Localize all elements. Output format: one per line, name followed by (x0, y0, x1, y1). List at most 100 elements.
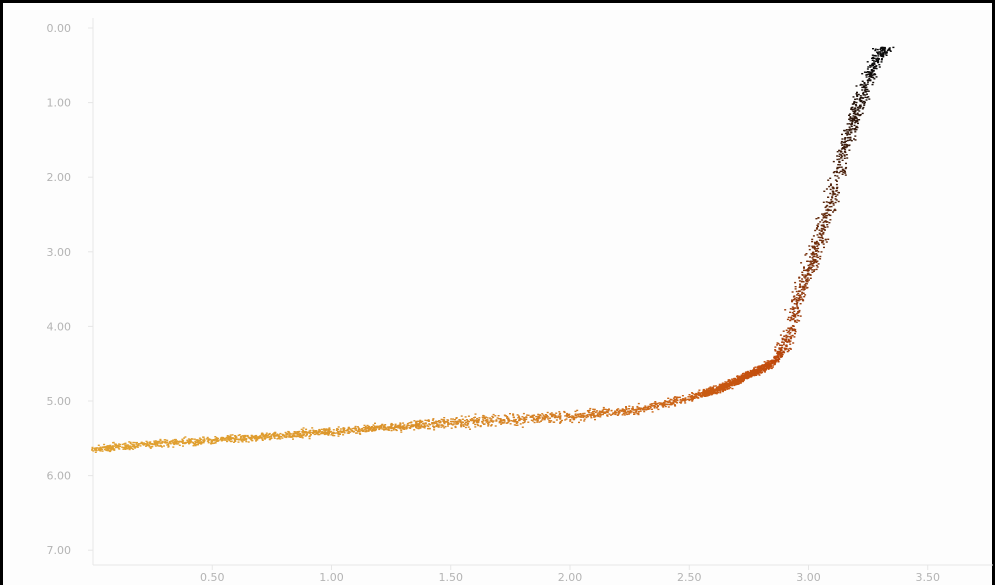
data-point (288, 434, 290, 435)
data-point (483, 415, 485, 416)
data-point (892, 47, 894, 48)
data-point (446, 419, 448, 420)
data-point (790, 348, 792, 349)
data-point (405, 428, 407, 429)
data-point (817, 223, 819, 224)
data-point (720, 389, 722, 390)
data-point (585, 417, 587, 418)
data-point (372, 429, 374, 430)
data-point (873, 67, 875, 68)
data-point (590, 415, 592, 416)
data-point (554, 414, 556, 415)
data-point (796, 291, 798, 292)
data-point (435, 423, 437, 424)
data-point (828, 222, 830, 223)
data-point (815, 243, 817, 244)
data-point (834, 210, 836, 211)
data-point (814, 230, 816, 231)
data-point (864, 91, 866, 92)
data-point (831, 206, 833, 207)
data-point (274, 434, 276, 435)
data-point (537, 414, 539, 415)
data-point (392, 424, 394, 425)
data-point (96, 450, 98, 451)
data-point (799, 286, 801, 287)
data-point (874, 73, 876, 74)
data-point (194, 441, 196, 442)
data-point (386, 428, 388, 429)
data-point (869, 66, 871, 67)
data-point (202, 440, 204, 441)
data-point (849, 130, 851, 131)
data-point (498, 418, 500, 419)
data-point (566, 413, 568, 414)
data-point (847, 137, 849, 138)
data-point (879, 49, 881, 50)
data-point (827, 226, 829, 227)
data-point (597, 414, 599, 415)
data-point (380, 425, 382, 426)
data-point (847, 123, 849, 124)
data-point (309, 435, 311, 436)
data-point (826, 224, 828, 225)
data-point (819, 237, 821, 238)
data-point (109, 445, 111, 446)
data-point (255, 435, 257, 436)
data-point (447, 425, 449, 426)
data-point (487, 425, 489, 426)
data-point (279, 433, 281, 434)
data-point (745, 373, 747, 374)
data-point (390, 426, 392, 427)
data-point (785, 348, 787, 349)
data-point (519, 418, 521, 419)
data-point (506, 423, 508, 424)
data-point (836, 159, 838, 160)
data-point (849, 116, 851, 117)
data-point (807, 281, 809, 282)
data-point (786, 346, 788, 347)
data-point (822, 233, 824, 234)
data-point (813, 256, 815, 257)
data-point (863, 86, 865, 87)
data-point (635, 409, 637, 410)
data-point (830, 199, 832, 200)
data-point (654, 401, 656, 402)
data-point (358, 431, 360, 432)
data-point (758, 371, 760, 372)
data-point (844, 155, 846, 156)
data-point (792, 335, 794, 336)
data-point (768, 369, 770, 370)
data-point (640, 411, 642, 412)
data-point (734, 378, 736, 379)
data-point (811, 241, 813, 242)
data-point (783, 336, 785, 337)
data-point (302, 432, 304, 433)
data-point (151, 443, 153, 444)
data-point (248, 441, 250, 442)
data-point (488, 424, 490, 425)
data-point (794, 333, 796, 334)
data-point (144, 443, 146, 444)
data-point (438, 426, 440, 427)
data-point (857, 113, 859, 114)
data-point (826, 188, 828, 189)
data-point (547, 412, 549, 413)
data-point (841, 138, 843, 139)
data-point (474, 426, 476, 427)
data-point (628, 406, 630, 407)
data-point (208, 438, 210, 439)
data-point (245, 441, 247, 442)
data-point (305, 432, 307, 433)
data-point (789, 312, 791, 313)
data-point (792, 315, 794, 316)
data-point (534, 419, 536, 420)
data-point (854, 117, 856, 118)
data-point (362, 430, 364, 431)
data-point (539, 414, 541, 415)
data-point (723, 389, 725, 390)
data-point (556, 419, 558, 420)
data-point (106, 447, 108, 448)
data-point (809, 266, 811, 267)
data-point (500, 419, 502, 420)
data-point (523, 413, 525, 414)
